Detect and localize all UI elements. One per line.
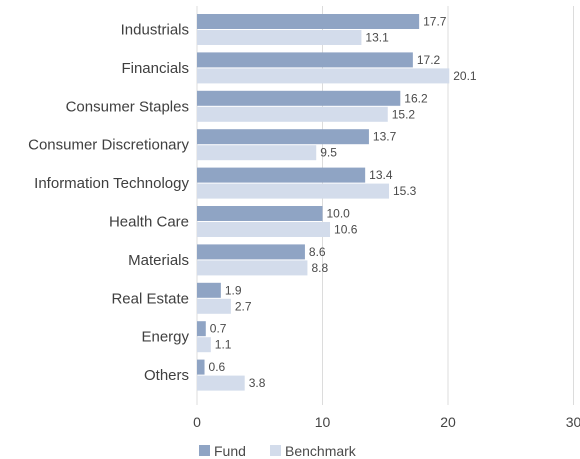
category-label-information-technology: Information Technology (34, 175, 189, 192)
x-axis: 0 10 20 30 (193, 414, 580, 430)
bar-benchmark-consumer-discretionary (197, 145, 317, 161)
bar-fund-energy (197, 321, 206, 337)
value-label-benchmark-consumer-discretionary: 9.5 (320, 146, 337, 160)
x-tick-label-20: 20 (440, 414, 456, 430)
value-label-benchmark-financials: 20.1 (453, 69, 477, 83)
category-label-others: Others (144, 367, 189, 384)
bar-benchmark-information-technology (197, 183, 390, 199)
category-label-materials: Materials (128, 252, 189, 269)
value-label-fund-financials: 17.2 (417, 53, 441, 67)
legend-swatch-benchmark (270, 445, 281, 456)
value-label-benchmark-information-technology: 15.3 (393, 184, 417, 198)
category-label-industrials: Industrials (121, 22, 189, 39)
label-layer: Industrials 17.7 13.1 Financials 17.2 20.1 Con… (28, 15, 477, 391)
value-label-benchmark-energy: 1.1 (215, 338, 232, 352)
bar-fund-health-care (197, 206, 323, 221)
bar-layer (197, 14, 450, 391)
category-label-real-estate: Real Estate (111, 290, 189, 307)
value-label-benchmark-others: 3.8 (249, 376, 266, 390)
x-tick-label-10: 10 (315, 414, 331, 430)
legend-label-benchmark: Benchmark (285, 443, 357, 459)
bar-benchmark-others (197, 375, 245, 391)
value-label-benchmark-materials: 8.8 (311, 261, 328, 275)
value-label-fund-real-estate: 1.9 (225, 283, 242, 297)
x-tick-label-30: 30 (566, 414, 580, 430)
legend-swatch-fund (199, 445, 210, 456)
category-label-health-care: Health Care (109, 214, 189, 231)
bar-fund-real-estate (197, 282, 221, 298)
value-label-fund-others: 0.6 (209, 360, 226, 374)
value-label-benchmark-consumer-staples: 15.2 (392, 107, 416, 121)
value-label-fund-energy: 0.7 (210, 322, 227, 336)
bar-benchmark-materials (197, 260, 308, 276)
value-label-fund-industrials: 17.7 (423, 15, 447, 29)
bar-benchmark-financials (197, 68, 450, 84)
bar-fund-consumer-staples (197, 90, 401, 106)
legend: Fund Benchmark (199, 443, 357, 459)
value-label-fund-consumer-discretionary: 13.7 (373, 130, 397, 144)
value-label-benchmark-health-care: 10.6 (334, 223, 358, 237)
bar-fund-information-technology (197, 167, 366, 183)
value-label-benchmark-industrials: 13.1 (365, 31, 389, 45)
value-label-benchmark-real-estate: 2.7 (235, 299, 252, 313)
category-label-financials: Financials (121, 60, 189, 77)
legend-label-fund: Fund (214, 443, 246, 459)
bar-fund-industrials (197, 14, 420, 29)
bar-fund-financials (197, 52, 413, 68)
category-label-consumer-discretionary: Consumer Discretionary (28, 137, 189, 154)
value-label-fund-information-technology: 13.4 (369, 168, 393, 182)
value-label-fund-health-care: 10.0 (327, 207, 351, 221)
value-label-fund-consumer-staples: 16.2 (404, 91, 428, 105)
category-label-consumer-staples: Consumer Staples (66, 98, 189, 115)
category-label-energy: Energy (141, 329, 189, 346)
bar-fund-consumer-discretionary (197, 129, 369, 145)
bar-benchmark-real-estate (197, 298, 231, 314)
bar-benchmark-consumer-staples (197, 106, 388, 122)
bar-benchmark-energy (197, 337, 211, 353)
value-label-fund-materials: 8.6 (309, 245, 326, 259)
bar-benchmark-health-care (197, 222, 331, 237)
bar-benchmark-industrials (197, 30, 362, 45)
bar-fund-materials (197, 244, 305, 260)
x-tick-label-0: 0 (193, 414, 201, 430)
bar-fund-others (197, 359, 205, 375)
